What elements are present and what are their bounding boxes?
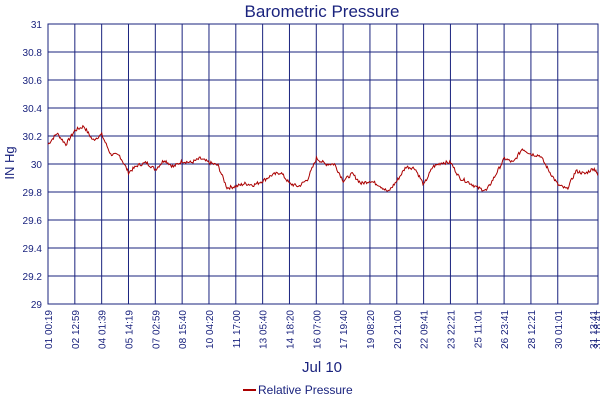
x-tick-label: 04 01:39	[98, 310, 109, 349]
x-tick-label: 10 04:20	[205, 310, 216, 349]
y-tick-labels: 29 29.2 29.4 29.6 29.8 30 30.2 30.4 30.6 30.8 31	[23, 20, 43, 311]
x-tick-label: 11 17:00	[232, 310, 243, 349]
x-tick-label: 26 23:41	[500, 310, 511, 349]
legend: Relative Pressure	[243, 383, 353, 397]
x-tick-label: 23 22:21	[446, 310, 457, 349]
legend-label: Relative Pressure	[258, 383, 353, 397]
x-axis-label: Jul 10	[302, 359, 342, 376]
x-tick-labels: 01 00:19 02 12:59 04 01:39 05 14:19 07 02:59…	[44, 310, 600, 349]
x-tick-label: 08 15:40	[178, 310, 189, 349]
x-tick-label: 20 21:00	[393, 310, 404, 349]
x-tick-label: 25 11:01	[473, 310, 484, 349]
x-tick-label: 17 19:40	[339, 310, 350, 349]
y-tick-label: 30	[31, 160, 43, 171]
x-tick-label: 07 02:59	[151, 310, 162, 349]
x-tick-label: 30 01:01	[554, 310, 565, 349]
x-tick-label: 02 12:59	[71, 310, 82, 349]
x-tick-label: 01 00:19	[44, 310, 55, 349]
y-tick-label: 29.6	[23, 216, 43, 227]
series-line-relative-pressure	[47, 124, 599, 192]
y-axis-label: IN Hg	[2, 146, 17, 179]
x-tick-label: 19 08:20	[366, 310, 377, 349]
y-tick-label: 29.8	[23, 188, 43, 199]
x-tick-label: 16 07:00	[312, 310, 323, 349]
x-tick-label: 31 13:41	[589, 310, 600, 349]
y-tick-label: 30.4	[23, 104, 43, 115]
x-tick-label: 28 12:21	[527, 310, 538, 349]
y-tick-label: 30.8	[23, 48, 43, 59]
x-tick-label: 14 18:20	[285, 310, 296, 349]
y-tick-label: 29.2	[23, 272, 43, 283]
x-tick-label: 22 09:41	[420, 310, 431, 349]
grid-lines	[47, 23, 598, 305]
y-tick-label: 31	[31, 20, 43, 31]
x-tick-label: 05 14:19	[124, 310, 135, 349]
y-tick-label: 30.6	[23, 76, 43, 87]
x-tick-label: 31 18:41	[593, 310, 600, 349]
y-tick-label: 30.2	[23, 132, 43, 143]
y-tick-label: 29.4	[23, 244, 43, 255]
x-tick-label: 13 05:40	[259, 310, 270, 349]
y-tick-label: 29	[31, 300, 43, 311]
chart-title: Barometric Pressure	[245, 2, 400, 21]
